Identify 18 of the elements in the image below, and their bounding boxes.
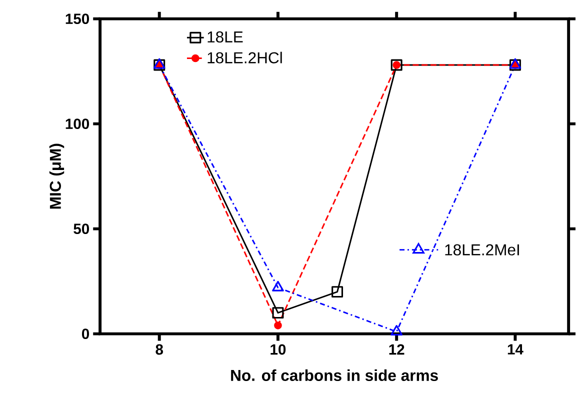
point (272, 280, 284, 292)
x-tick-label: 8 (156, 344, 164, 355)
y-tick-label: 0 (82, 328, 90, 340)
point (274, 321, 282, 330)
legend-label: 18LE.2MeI (445, 244, 519, 256)
x-tick-label: 10 (270, 344, 286, 355)
x-tick-label: 12 (389, 344, 404, 355)
y-axis-title: MIC (μM) (49, 144, 64, 209)
legend-label: 18LE.2HCl (208, 52, 282, 64)
x-axis-title: No. of carbons in side arms (231, 369, 438, 381)
y-tick-label: 150 (66, 14, 90, 24)
point (390, 324, 403, 336)
legend-label: 18LE (208, 31, 243, 42)
point (272, 307, 284, 319)
point (332, 286, 344, 298)
y-tick-label: 50 (74, 224, 90, 234)
x-tick-label: 14 (508, 344, 524, 354)
y-tick-label: 100 (66, 118, 90, 130)
